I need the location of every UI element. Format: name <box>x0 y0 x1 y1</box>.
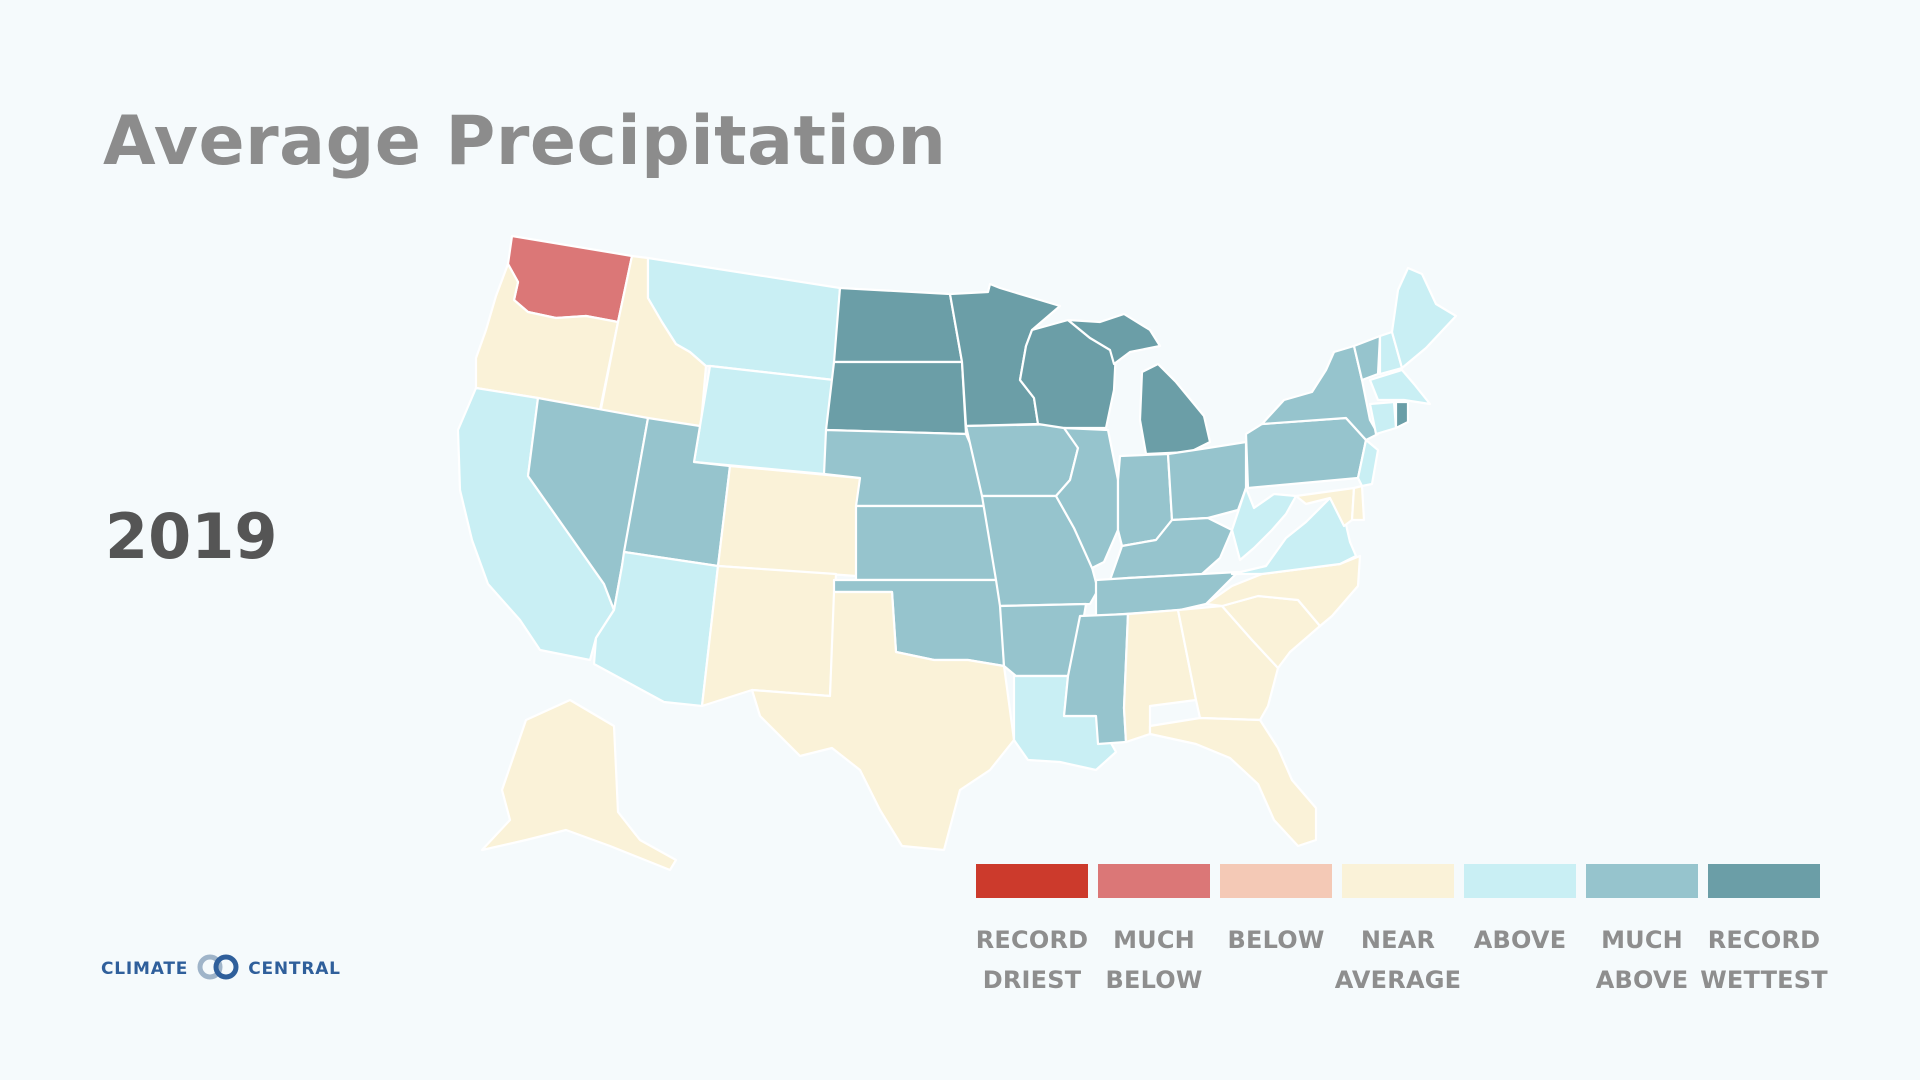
state-pa <box>1244 416 1368 490</box>
logo-right-text: CENTRAL <box>248 959 341 979</box>
state-ks <box>854 504 1002 582</box>
legend-swatch <box>976 864 1088 898</box>
state-wy <box>692 364 836 476</box>
legend-label: RECORD DRIEST <box>975 926 1089 994</box>
legend-swatch <box>1464 864 1576 898</box>
climate-central-logo: CLIMATE CENTRAL <box>101 953 341 985</box>
legend-label: MUCH BELOW <box>1105 926 1203 994</box>
state-me <box>1390 266 1458 370</box>
legend-item-below: BELOW <box>1220 864 1332 954</box>
legend-label: NEAR AVERAGE <box>1334 926 1462 994</box>
state-ma <box>1368 368 1432 406</box>
state-mi-upper <box>1066 312 1162 366</box>
precipitation-legend: RECORD DRIEST MUCH BELOW BELOW NEAR AVER… <box>976 864 1828 994</box>
legend-label: ABOVE <box>1473 926 1567 954</box>
legend-label: BELOW <box>1227 926 1325 954</box>
state-de <box>1350 484 1366 522</box>
legend-item-much-above: MUCH ABOVE <box>1586 864 1698 994</box>
legend-swatch <box>1220 864 1332 898</box>
state-mi-lower <box>1138 362 1212 456</box>
state-fl <box>1148 716 1318 848</box>
legend-label: MUCH ABOVE <box>1595 926 1689 994</box>
state-il <box>1054 426 1120 570</box>
map-title: Average Precipitation <box>103 102 947 181</box>
state-ia <box>964 422 1080 498</box>
legend-item-record-wettest: RECORD WETTEST <box>1700 864 1828 994</box>
year-label: 2019 <box>105 500 278 573</box>
state-nm <box>700 564 838 708</box>
legend-swatch <box>1098 864 1210 898</box>
state-ri <box>1394 400 1410 430</box>
legend-item-near-average: NEAR AVERAGE <box>1335 864 1461 994</box>
state-co <box>716 464 862 578</box>
legend-swatch <box>1342 864 1454 898</box>
legend-swatch <box>1708 864 1820 898</box>
state-vt <box>1352 334 1382 382</box>
state-nc <box>1204 554 1362 628</box>
legend-item-above: ABOVE <box>1464 864 1576 954</box>
state-nj <box>1356 438 1380 488</box>
legend-swatch <box>1586 864 1698 898</box>
state-ak <box>480 698 678 872</box>
state-sd <box>824 360 968 436</box>
state-wv <box>1230 486 1298 562</box>
legend-item-record-driest: RECORD DRIEST <box>976 864 1088 994</box>
state-nd <box>832 286 964 364</box>
legend-label: RECORD WETTEST <box>1700 926 1828 994</box>
legend-item-much-below: MUCH BELOW <box>1098 864 1210 994</box>
state-tx <box>750 590 1016 852</box>
linked-rings-icon <box>193 953 243 986</box>
state-wa <box>506 234 634 324</box>
logo-left-text: CLIMATE <box>101 959 189 979</box>
state-oh <box>1166 440 1248 522</box>
